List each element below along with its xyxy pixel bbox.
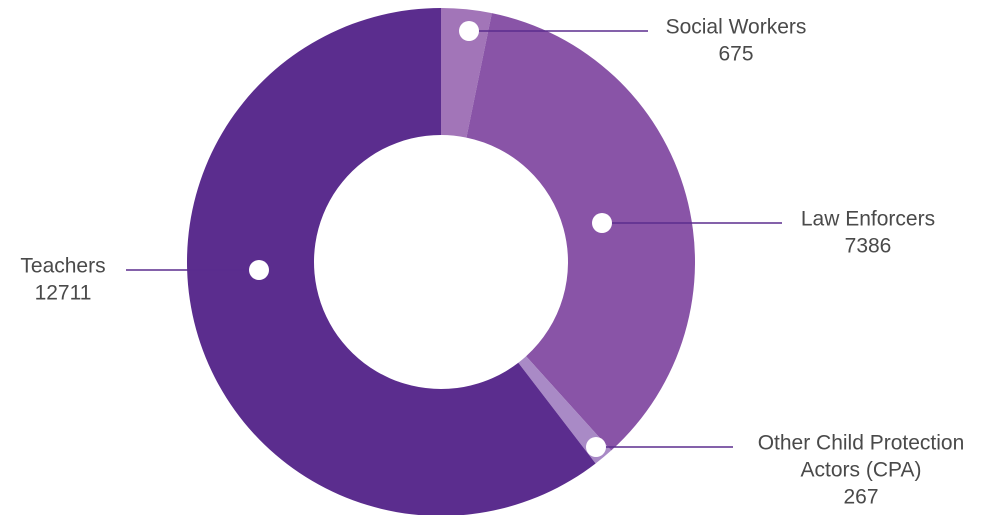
data-label-value: 267 xyxy=(843,486,878,509)
slice-law-enforcers xyxy=(466,13,695,451)
label-marker-dot xyxy=(592,213,612,233)
data-label-category: Social Workers xyxy=(666,16,807,39)
leader-lines-group xyxy=(126,21,782,457)
data-label-value: 12711 xyxy=(35,282,92,305)
label-marker-dot xyxy=(586,437,606,457)
label-marker-dot xyxy=(249,260,269,280)
label-marker-dot xyxy=(459,21,479,41)
data-label-value: 7386 xyxy=(845,235,892,258)
data-label-category: Teachers xyxy=(20,255,105,278)
data-label-category: Other Child Protection xyxy=(758,432,965,455)
slice-teachers xyxy=(187,8,596,516)
data-label-value: 675 xyxy=(718,43,753,66)
data-label-category: Actors (CPA) xyxy=(801,459,922,482)
data-label-category: Law Enforcers xyxy=(801,208,935,231)
slices-group xyxy=(187,8,695,516)
slice-social-workers xyxy=(441,8,492,138)
slice-other-child-protection-actors-cpa- xyxy=(518,356,612,464)
labels-group: Social Workers 675 Law Enforcers 7386 Other … xyxy=(20,16,964,509)
